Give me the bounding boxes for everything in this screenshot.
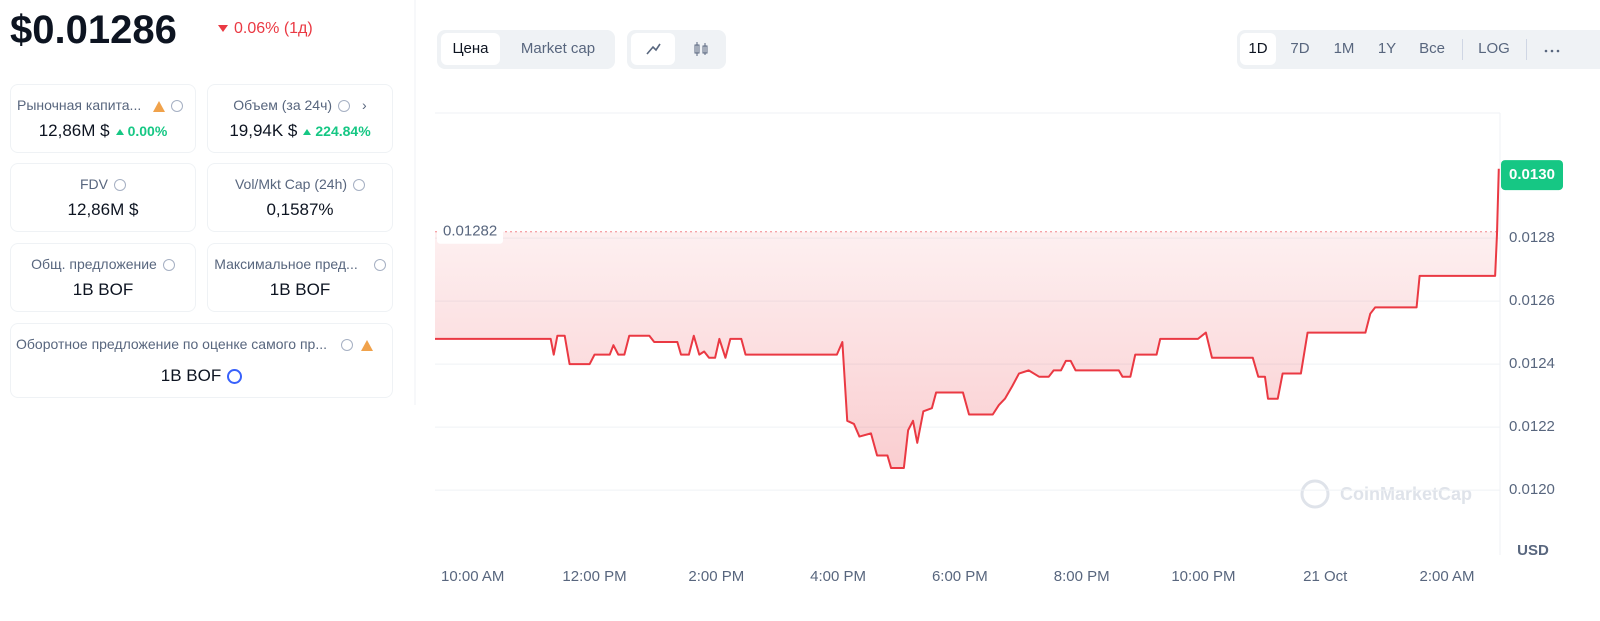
price-change-text: 0.06% (1д) [234, 20, 313, 37]
range-button[interactable]: 7D [1290, 40, 1310, 57]
y-tick-label: 0.0124 [1509, 355, 1555, 372]
stat-label: Объем (за 24ч) [233, 97, 333, 113]
stat-value: 12,86M $ [67, 200, 139, 219]
y-tick-label: 0.0126 [1509, 292, 1555, 309]
stat-value: 1B BOF [269, 280, 331, 299]
stat-value: 1B BOF [72, 280, 134, 299]
range-button[interactable]: Все [1419, 40, 1445, 57]
x-tick-label: 12:00 PM [562, 568, 626, 585]
range-button[interactable]: 1Y [1377, 40, 1397, 57]
more-button[interactable] [1537, 33, 1567, 77]
y-tick-label: 0.0120 [1509, 481, 1555, 498]
stat-label: Максимальное пред... [214, 256, 358, 272]
y-tick-label: 0.0122 [1509, 418, 1555, 435]
price-change: 0.06% (1д) [218, 20, 313, 38]
x-tick-label: 21 Oct [1303, 568, 1348, 585]
last-price-box [1501, 160, 1563, 191]
last-price-label: 0.0130 [1509, 166, 1555, 183]
stat-card: Vol/Mkt Cap (24h) 0,1587% [207, 163, 393, 232]
stat-value: 19,94K $ [229, 121, 298, 140]
stat-card: Оборотное предложение по оценке самого п… [10, 323, 393, 398]
stat-card: FDV 12,86M $ [10, 163, 196, 232]
stat-card: Максимальное пред... 1B BOF [207, 243, 393, 312]
chart-type-group [627, 30, 726, 69]
y-tick-label: 0.0128 [1509, 229, 1555, 246]
currency-label: USD [1517, 542, 1549, 559]
log-button[interactable]: LOG [1478, 40, 1510, 57]
stat-value: 12,86M $ [38, 121, 110, 140]
range-group: 1D 7D 1M 1Y Все LOG [1237, 30, 1600, 69]
x-tick-label: 2:00 AM [1420, 568, 1475, 585]
x-tick-label: 10:00 AM [441, 568, 504, 585]
x-tick-label: 10:00 PM [1171, 568, 1235, 585]
watermark-logo [1300, 479, 1330, 509]
stat-label: Оборотное предложение по оценке самого п… [16, 336, 328, 352]
line-type-button[interactable] [631, 33, 675, 65]
watermark: CoinMarketCap [1340, 484, 1472, 504]
candle-type-button[interactable] [679, 33, 723, 65]
stat-card: Рыночная капита... 12,86M $ 0.00% [10, 84, 196, 153]
tab[interactable]: Market cap [520, 40, 596, 57]
stat-card[interactable]: Объем (за 24ч) › 19,94K $224.84% [207, 84, 393, 153]
x-tick-label: 4:00 PM [810, 568, 866, 585]
range-button[interactable]: 1D [1240, 33, 1276, 65]
reference-label-box [437, 219, 503, 244]
x-tick-label: 6:00 PM [932, 568, 988, 585]
stat-label: FDV [80, 176, 108, 192]
stat-value: 1B BOF [160, 366, 222, 385]
price-line [435, 168, 1500, 470]
price-area [435, 168, 1499, 469]
stat-change: 224.84% [303, 123, 370, 139]
stat-change: 0.00% [116, 123, 168, 139]
stat-label: Рыночная капита... [17, 97, 142, 113]
tab[interactable]: Цена [441, 33, 500, 65]
x-tick-label: 8:00 PM [1054, 568, 1110, 585]
stat-card: Общ. предложение 1B BOF [10, 243, 196, 312]
price: $0.01286 [10, 8, 177, 52]
reference-label: 0.01282 [443, 223, 497, 240]
stat-label: Vol/Mkt Cap (24h) [234, 176, 348, 192]
x-tick-label: 2:00 PM [688, 568, 744, 585]
stat-label: Общ. предложение [31, 256, 157, 272]
tab-group: Цена Market cap [437, 30, 615, 69]
stat-value: 0,1587% [266, 200, 334, 219]
range-button[interactable]: 1M [1333, 40, 1355, 57]
